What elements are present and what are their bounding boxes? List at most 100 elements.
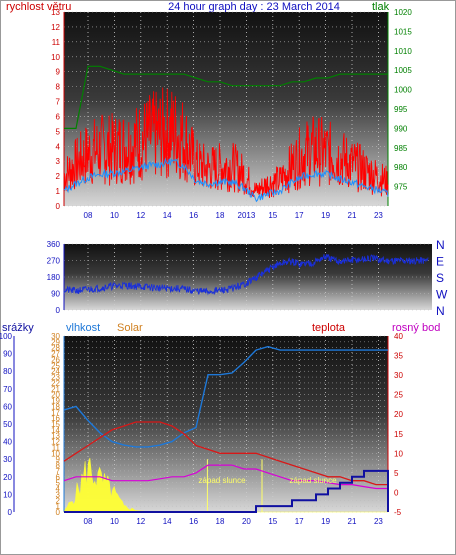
x-tick-label: 19 <box>321 211 330 220</box>
y-tick-label: 12 <box>51 438 60 447</box>
chart-title: 24 hour graph day : 23 March 2014 <box>168 1 340 13</box>
y-tick-label: 6 <box>56 112 61 121</box>
y-tick-label: 270 <box>47 257 61 266</box>
y2-tick-label: 1020 <box>394 8 412 17</box>
x-tick-label: 14 <box>163 517 172 526</box>
solar-label: Solar <box>117 322 143 334</box>
x-tick-label: 16 <box>189 211 198 220</box>
y-tick-label: 30 <box>51 332 60 341</box>
y-tick-label: 90 <box>51 290 60 299</box>
y-tick-label: 2 <box>56 172 61 181</box>
rain-axis-label: srážky <box>2 322 34 334</box>
x-tick-label: 08 <box>84 211 93 220</box>
y-tick-label: 14 <box>51 426 60 435</box>
rain-scale-label: 0 <box>8 508 13 517</box>
compass-label: S <box>436 271 444 285</box>
y2-tick-label: 5 <box>394 469 399 478</box>
temperature-axis-label: teplota <box>312 322 346 334</box>
y-tick-label: 16 <box>51 414 60 423</box>
panel-humidity-temperature <box>64 336 388 512</box>
rain-scale-label: 100 <box>0 332 13 341</box>
y-tick-label: 19 <box>51 397 60 406</box>
rain-scale-label: 80 <box>3 367 12 376</box>
y-tick-label: 11 <box>52 38 61 47</box>
y-tick-label: 21 <box>51 385 60 394</box>
y-tick-label: 180 <box>47 273 61 282</box>
y2-tick-label: 15 <box>394 430 403 439</box>
y-tick-label: 9 <box>56 455 61 464</box>
axes-bottom: 08 10 12 14 16 18 20 15 17 19 21 230102030405060708… <box>0 332 403 526</box>
series-pressure <box>64 65 388 129</box>
y2-tick-label: 20 <box>394 410 403 419</box>
y-tick-label: 25 <box>51 361 60 370</box>
compass-label: N <box>436 304 445 318</box>
rain-scale-label: 70 <box>3 385 12 394</box>
x-tick-label: 21 <box>348 517 357 526</box>
y-tick-label: 0 <box>56 508 61 517</box>
x-tick-label: 15 <box>268 211 277 220</box>
y-tick-label: 5 <box>56 127 61 136</box>
x-tick-label: 10 <box>110 211 119 220</box>
y-tick-label: 10 <box>51 53 60 62</box>
series-wind-average <box>63 157 389 203</box>
y2-tick-label: 0 <box>394 488 399 497</box>
y-tick-label: 9 <box>56 68 61 77</box>
y-tick-label: 6 <box>56 473 61 482</box>
sunset-annotation-2: západ slunce <box>289 476 337 485</box>
series-top <box>63 65 389 203</box>
series-dewpoint <box>63 464 388 490</box>
y-tick-label: 3 <box>56 157 61 166</box>
y2-tick-label: 25 <box>394 391 403 400</box>
y-tick-label: 0 <box>56 202 61 211</box>
series-wind-speed <box>63 87 389 199</box>
y-tick-label: 11 <box>52 443 61 452</box>
y-tick-label: 27 <box>51 350 60 359</box>
x-tick-label: 12 <box>136 517 145 526</box>
series-bottom <box>63 345 389 513</box>
y2-tick-label: 1010 <box>394 47 412 56</box>
rain-scale-label: 60 <box>3 402 12 411</box>
y-tick-label: 2 <box>56 496 61 505</box>
x-tick-label: 16 <box>189 517 198 526</box>
x-tick-label: 17 <box>295 517 304 526</box>
grid-middle <box>64 243 432 311</box>
y-tick-label: 360 <box>47 240 61 249</box>
y-tick-label: 0 <box>56 306 61 315</box>
x-tick-label: 12 <box>136 211 145 220</box>
y2-tick-label: 995 <box>394 105 408 114</box>
x-tick-label: 19 <box>321 517 330 526</box>
y-tick-label: 28 <box>51 344 60 353</box>
x-tick-label: 2013 <box>238 211 256 220</box>
y-tick-label: 4 <box>56 142 61 151</box>
y-tick-label: 7 <box>56 98 61 107</box>
y2-tick-label: 30 <box>394 371 403 380</box>
y-tick-label: 23 <box>51 373 60 382</box>
humidity-axis-label: vlhkost <box>66 322 100 334</box>
rain-scale-label: 20 <box>3 473 12 482</box>
rain-scale-label: 50 <box>3 420 12 429</box>
x-tick-label: 14 <box>163 211 172 220</box>
x-tick-label: 23 <box>374 211 383 220</box>
y-tick-label: 18 <box>51 402 60 411</box>
y-tick-label: 15 <box>51 420 60 429</box>
y-tick-label: 22 <box>51 379 60 388</box>
series-rain <box>64 469 389 513</box>
rain-scale-label: 90 <box>3 350 12 359</box>
wind-axis-label: rychlost větru <box>6 1 71 13</box>
sunset-annotation-1: západ slunce <box>198 476 246 485</box>
y-tick-label: 5 <box>56 479 61 488</box>
y-tick-label: 13 <box>51 8 60 17</box>
axes-top: 08 10 12 14 16 18 2013 15 17 19 21 2301234567891011… <box>51 8 412 220</box>
y-tick-label: 7 <box>56 467 61 476</box>
rain-scale-label: 40 <box>3 438 12 447</box>
x-tick-label: 18 <box>216 211 225 220</box>
y-tick-label: 17 <box>51 408 60 417</box>
x-tick-label: 08 <box>84 517 93 526</box>
y2-tick-label: 990 <box>394 124 408 133</box>
rain-scale-label: 10 <box>3 490 12 499</box>
y-tick-label: 1 <box>56 187 61 196</box>
y-tick-label: 24 <box>51 367 60 376</box>
x-tick-label: 10 <box>110 517 119 526</box>
y-tick-label: 13 <box>51 432 60 441</box>
